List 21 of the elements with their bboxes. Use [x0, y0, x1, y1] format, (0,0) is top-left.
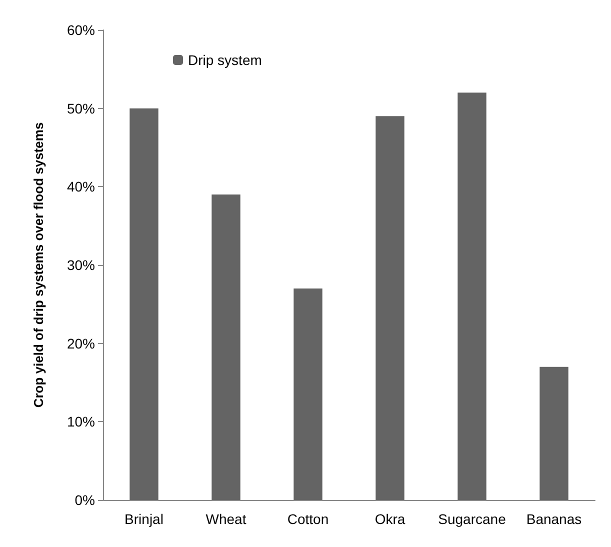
- x-tick-label: Bananas: [526, 511, 582, 527]
- x-tick-label: Brinjal: [124, 511, 164, 527]
- y-tick-label: 20%: [66, 335, 95, 352]
- bar: [212, 194, 240, 500]
- x-tick-label: Sugarcane: [438, 511, 506, 527]
- y-tick-label: 0%: [74, 492, 95, 508]
- bar: [376, 116, 404, 500]
- x-tick-label: Wheat: [206, 511, 246, 527]
- bar: [130, 108, 158, 500]
- legend-label: Drip system: [188, 52, 262, 68]
- bar: [540, 366, 568, 500]
- y-tick-label: 40%: [66, 178, 95, 195]
- y-tick-label: 30%: [66, 257, 95, 273]
- y-tick-label: 60%: [66, 22, 95, 38]
- x-tick-label: Cotton: [287, 511, 329, 527]
- y-tick-label: 50%: [66, 100, 95, 116]
- x-tick-label: Okra: [374, 511, 406, 527]
- y-tick-label: 10%: [66, 414, 95, 430]
- bar: [294, 288, 322, 500]
- y-axis-title: Crop yield of drip systems over flood systems: [31, 122, 46, 408]
- bar: [458, 92, 486, 500]
